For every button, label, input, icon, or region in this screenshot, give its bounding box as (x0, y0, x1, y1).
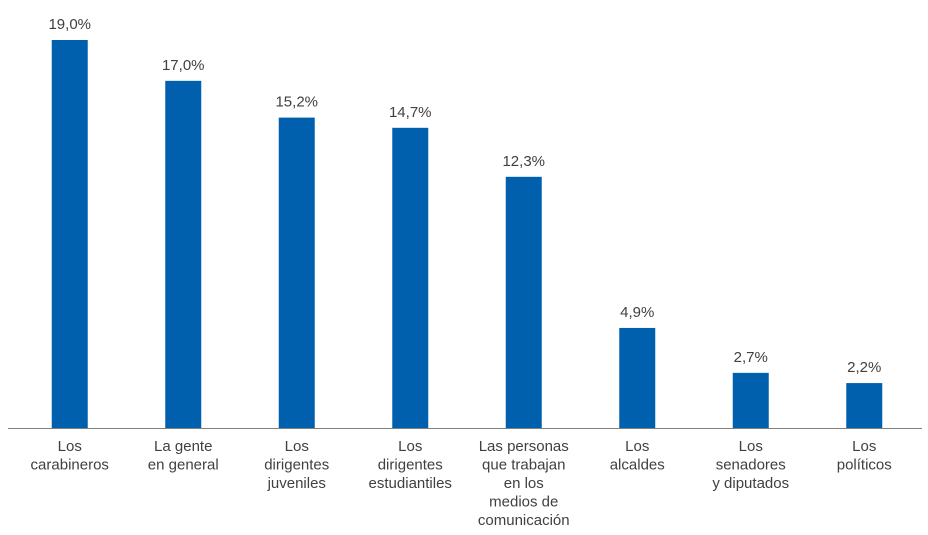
bar-6 (732, 372, 769, 428)
category-label-line: en los (504, 475, 544, 492)
value-labels-group: 19,0% 17,0% 15,2% 14,7% 12,3% 4,9% 2,7% 2,2% (48, 16, 881, 376)
category-label-line: que trabajan (482, 457, 565, 474)
value-label-0: 19,0% (48, 16, 91, 33)
category-label-line: Los (739, 438, 763, 455)
value-label-2: 15,2% (275, 94, 318, 111)
value-label-7: 2,2% (847, 359, 881, 376)
value-label-1: 17,0% (162, 57, 205, 74)
category-label-line: juveniles (267, 475, 326, 492)
category-label-line: en general (148, 457, 219, 474)
category-labels-group: Los carabineros La gente en general Los dirig… (31, 438, 892, 529)
category-label-1: La gente en general (148, 438, 219, 474)
category-label-3: Los dirigentes estudiantiles (369, 438, 452, 492)
category-label-line: políticos (837, 457, 892, 474)
category-label-line: y diputados (712, 475, 789, 492)
category-label-line: Las personas (479, 438, 569, 455)
category-label-line: La gente (154, 438, 212, 455)
category-label-line: estudiantiles (369, 475, 452, 492)
bar-5 (619, 327, 656, 428)
bar-2 (278, 117, 315, 428)
bar-4 (505, 176, 542, 428)
category-label-line: carabineros (31, 457, 109, 474)
value-label-6: 2,7% (734, 349, 768, 366)
bars-group (51, 40, 883, 429)
category-label-line: Los (398, 438, 422, 455)
category-label-line: Los (625, 438, 649, 455)
category-label-line: medios de (489, 494, 558, 511)
category-label-line: comunicación (478, 512, 570, 529)
category-label-line: dirigentes (264, 457, 329, 474)
bar-7 (846, 383, 883, 428)
category-label-line: Los (852, 438, 876, 455)
category-label-line: alcaldes (610, 457, 665, 474)
category-label-7: Los políticos (837, 438, 892, 474)
category-label-0: Los carabineros (31, 438, 109, 474)
category-label-line: Los (285, 438, 309, 455)
bar-1 (165, 80, 202, 428)
value-label-5: 4,9% (620, 304, 654, 321)
value-label-4: 12,3% (502, 153, 545, 170)
category-label-line: dirigentes (378, 457, 443, 474)
value-label-3: 14,7% (389, 104, 432, 121)
bar-3 (392, 127, 429, 429)
category-label-2: Los dirigentes juveniles (264, 438, 329, 492)
category-label-4: Las personas que trabajan en los medios de c… (478, 438, 570, 529)
category-label-6: Los senadores y diputados (712, 438, 789, 492)
category-label-line: Los (58, 438, 82, 455)
category-label-5: Los alcaldes (610, 438, 665, 474)
category-label-line: senadores (716, 457, 786, 474)
bar-0 (51, 40, 88, 428)
